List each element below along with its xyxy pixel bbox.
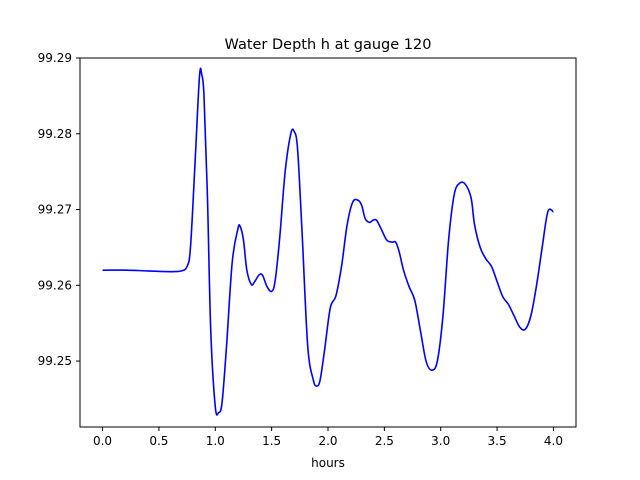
x-tick-label: 2.0 — [318, 434, 337, 448]
y-tick-label: 99.28 — [38, 127, 72, 141]
x-axis: 0.0 0.5 1.0 1.5 2.0 2.5 3.0 3.5 4.0 — [93, 427, 563, 448]
x-tick-label: 0.0 — [93, 434, 112, 448]
series-group — [102, 67, 554, 416]
x-tick-label: 2.5 — [375, 434, 394, 448]
x-tick-label: 1.0 — [206, 434, 225, 448]
y-tick-label: 99.29 — [38, 51, 72, 65]
chart-title: Water Depth h at gauge 120 — [225, 37, 432, 53]
series-line-0 — [102, 67, 554, 416]
x-tick-label: 3.5 — [488, 434, 507, 448]
x-tick-label: 0.5 — [149, 434, 168, 448]
x-axis-label: hours — [311, 456, 345, 470]
y-tick-label: 99.25 — [38, 354, 72, 368]
y-tick-label: 99.26 — [38, 278, 72, 292]
y-tick-label: 99.27 — [38, 203, 72, 217]
x-tick-label: 4.0 — [544, 434, 563, 448]
x-tick-label: 1.5 — [262, 434, 281, 448]
x-tick-label: 3.0 — [431, 434, 450, 448]
y-axis: 99.25 99.26 99.27 99.28 99.29 — [38, 51, 80, 368]
